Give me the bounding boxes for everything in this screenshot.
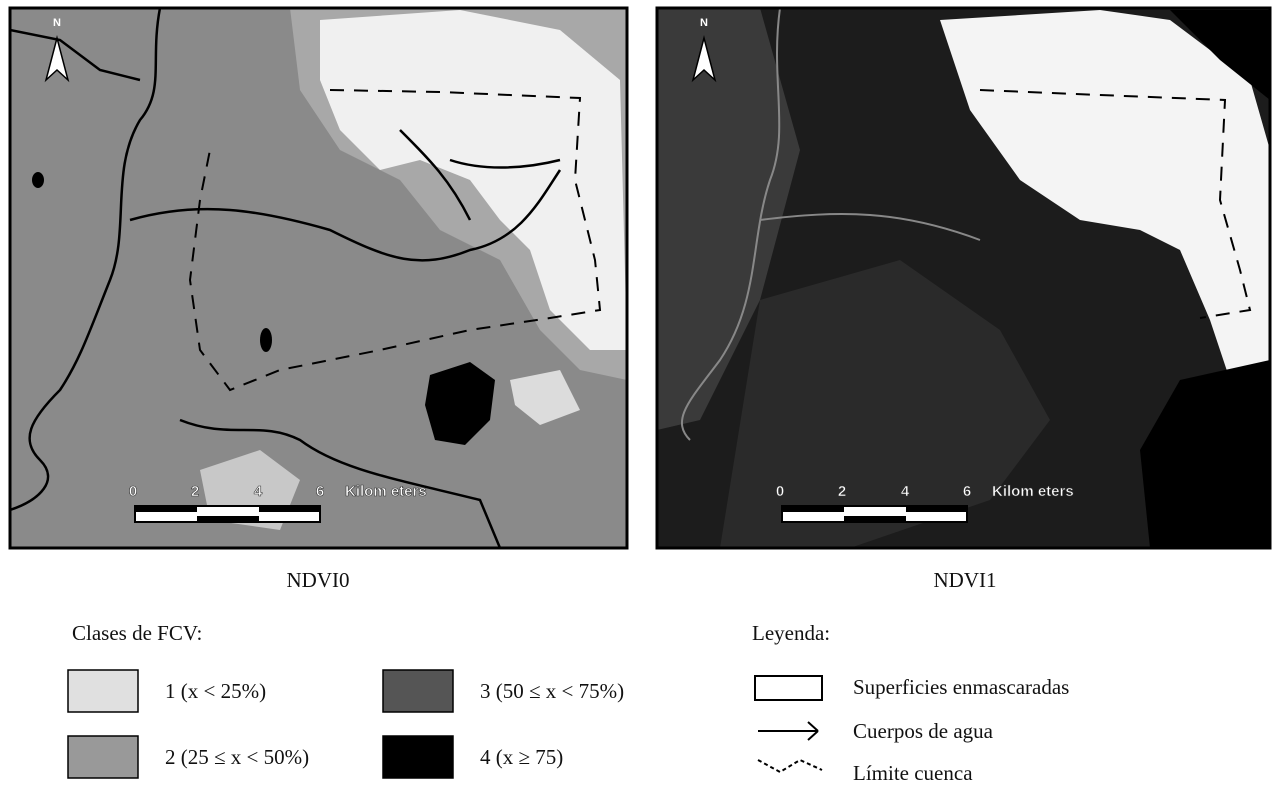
class-label: 2 (25 ≤ x < 50%): [165, 745, 309, 769]
class-swatch: [383, 736, 453, 778]
scale-label: 2: [191, 483, 199, 500]
scale-label: 6: [316, 483, 324, 500]
scale-label: 4: [901, 483, 910, 500]
scale-unit: Kilom eters: [992, 483, 1074, 500]
water-symbol: [758, 722, 818, 740]
north-label: N: [700, 17, 708, 29]
legend-title: Leyenda:: [752, 621, 830, 645]
scale-unit: Kilom eters: [345, 483, 427, 500]
figure: N 0 2 4 6 Kilom eters NDVI0 N 0 2 4 6 Ki…: [0, 0, 1273, 785]
masked-symbol: [755, 676, 822, 700]
legend-label: Límite cuenca: [853, 761, 973, 785]
scale-label: 2: [838, 483, 846, 500]
boundary-symbol: [758, 760, 822, 772]
map-ndvi0: [10, 8, 627, 548]
scale-label: 0: [776, 483, 784, 500]
legend-label: Superficies enmascaradas: [853, 675, 1069, 699]
class-swatch: [68, 670, 138, 712]
scale-label: 0: [129, 483, 137, 500]
map-ndvi1: [657, 8, 1270, 548]
map-caption: NDVI1: [934, 568, 997, 592]
scale-label: 4: [254, 483, 263, 500]
scale-label: 6: [963, 483, 971, 500]
legend-label: Cuerpos de agua: [853, 719, 994, 743]
north-label: N: [53, 17, 61, 29]
legend-title: Clases de FCV:: [72, 621, 202, 645]
class-swatch: [68, 736, 138, 778]
class-label: 3 (50 ≤ x < 75%): [480, 679, 624, 703]
class-label: 4 (x ≥ 75): [480, 745, 563, 769]
class-swatch: [383, 670, 453, 712]
class-label: 1 (x < 25%): [165, 679, 266, 703]
map-caption: NDVI0: [287, 568, 350, 592]
